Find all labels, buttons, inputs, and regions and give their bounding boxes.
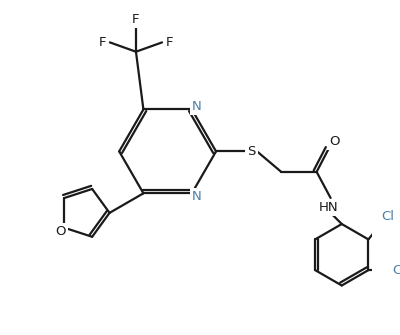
Text: F: F xyxy=(99,36,106,49)
Text: N: N xyxy=(192,100,201,113)
Text: N: N xyxy=(192,190,201,203)
Text: F: F xyxy=(166,36,173,49)
Text: S: S xyxy=(247,145,256,158)
Text: Cl: Cl xyxy=(393,264,400,277)
Text: F: F xyxy=(132,13,140,25)
Text: O: O xyxy=(329,135,340,148)
Text: HN: HN xyxy=(319,201,338,214)
Text: Cl: Cl xyxy=(382,210,394,222)
Text: O: O xyxy=(55,225,66,238)
